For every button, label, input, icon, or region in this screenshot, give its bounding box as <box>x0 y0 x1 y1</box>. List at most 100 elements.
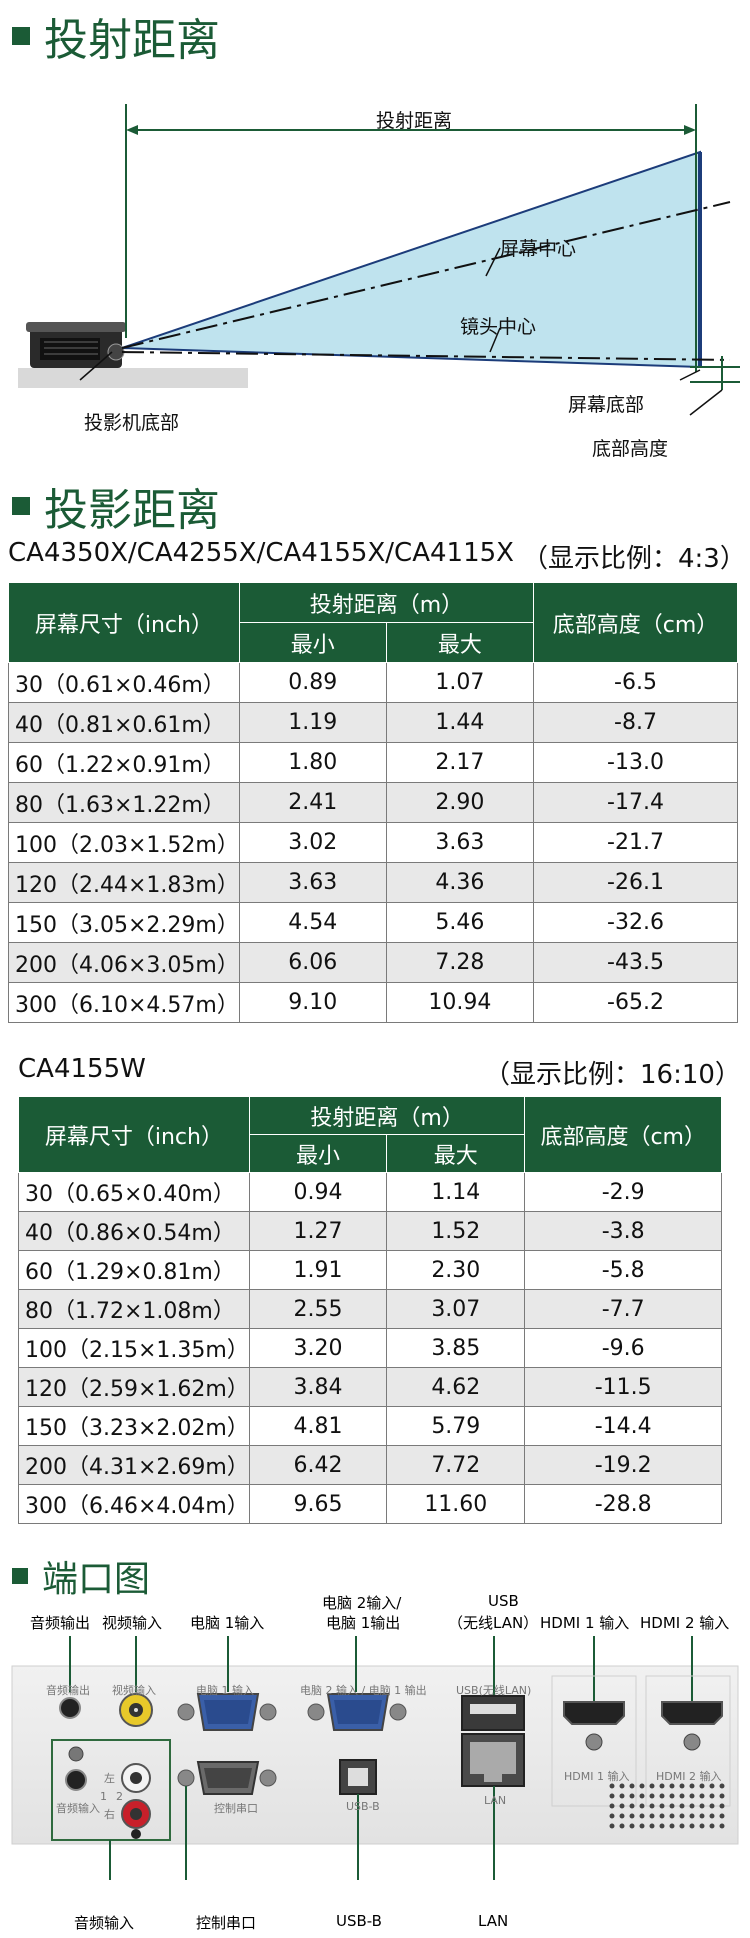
cell-max: 4.36 <box>385 862 534 903</box>
cell-bottom: -21.7 <box>532 822 739 863</box>
cell-bottom: -32.6 <box>532 902 739 943</box>
header-min: 最小 <box>238 622 387 663</box>
label-audio-in: 音频输入 <box>74 1914 135 1932</box>
cell-min: 3.02 <box>238 822 387 863</box>
pc1-vga-port-icon <box>177 1693 277 1731</box>
bottom-height-label: 底部高度 <box>592 439 669 460</box>
usb-a-port-icon <box>461 1695 525 1731</box>
panel-pc2: 电脑 2 输入 / 电脑 1 输出 <box>300 1684 427 1697</box>
cell-bottom: -19.2 <box>524 1445 722 1485</box>
panel-control: 控制串口 <box>214 1802 258 1815</box>
cell-bottom: -14.4 <box>524 1406 722 1446</box>
cell-size: 80（1.72×1.08m） <box>18 1289 250 1329</box>
cell-min: 9.65 <box>248 1484 388 1524</box>
table-row: 300（6.46×4.04m） 9.65 11.60 -28.8 <box>18 1484 722 1524</box>
table-row: 120（2.44×1.83m） 3.63 4.36 -26.1 <box>8 862 739 903</box>
panel-hdmi2: HDMI 2 输入 <box>656 1770 722 1783</box>
header-throw-distance: 投射距离（m） <box>238 582 534 623</box>
cell-size: 80（1.63×1.22m） <box>8 782 240 823</box>
cell-min: 3.84 <box>248 1367 388 1407</box>
section-title-text: 端口图 <box>42 1559 151 1600</box>
label-audio-out: 音频输出 <box>30 1614 91 1632</box>
label-pc2-line2: 电脑 1输出 <box>326 1614 401 1632</box>
panel-audio-out: 音频输出 <box>46 1684 90 1697</box>
table-row: 30（0.65×0.40m） 0.94 1.14 -2.9 <box>18 1172 722 1212</box>
cell-max: 5.79 <box>386 1406 526 1446</box>
table1-ratio: （显示比例：4:3） <box>522 544 746 574</box>
cell-min: 3.20 <box>248 1328 388 1368</box>
header-screen-size: 屏幕尺寸（inch） <box>18 1096 250 1173</box>
audio-in-1-jack-icon <box>65 1769 87 1791</box>
cell-size: 150（3.23×2.02m） <box>18 1406 250 1446</box>
cell-max: 11.60 <box>386 1484 526 1524</box>
cell-bottom: -26.1 <box>532 862 739 903</box>
section-title-text: 投影距离 <box>44 485 220 536</box>
cell-bottom: -65.2 <box>532 982 739 1023</box>
cell-max: 3.85 <box>386 1328 526 1368</box>
cell-min: 1.19 <box>238 702 387 743</box>
label-usb-b: USB-B <box>336 1912 382 1930</box>
panel-audio-in: 音频输入 <box>56 1802 100 1815</box>
projector-bottom-label: 投影机底部 <box>84 413 180 434</box>
cell-size: 300（6.46×4.04m） <box>18 1484 250 1524</box>
table-row: 30（0.61×0.46m） 0.89 1.07 -6.5 <box>8 662 739 703</box>
section-bullet <box>12 27 30 45</box>
cell-max: 2.90 <box>385 782 534 823</box>
table-row: 80（1.72×1.08m） 2.55 3.07 -7.7 <box>18 1289 722 1329</box>
panel-hdmi1: HDMI 1 输入 <box>564 1770 630 1783</box>
throw-distance-label: 投射距离 <box>376 111 453 132</box>
cell-max: 1.44 <box>385 702 534 743</box>
table-row: 60（1.22×0.91m） 1.80 2.17 -13.0 <box>8 742 739 783</box>
header-bottom-height: 底部高度（cm） <box>532 582 739 663</box>
panel-usb: USB(无线LAN) <box>456 1684 532 1697</box>
hdmi1-port-icon <box>551 1675 637 1807</box>
cell-max: 7.72 <box>386 1445 526 1485</box>
section-title-throw: 投射距离 <box>12 4 220 68</box>
cell-min: 2.41 <box>238 782 387 823</box>
table-row: 40（0.81×0.61m） 1.19 1.44 -8.7 <box>8 702 739 743</box>
panel-right: 右 <box>104 1808 115 1821</box>
cell-bottom: -9.6 <box>524 1328 722 1368</box>
label-hdmi2: HDMI 2 输入 <box>640 1614 730 1632</box>
cell-max: 1.52 <box>386 1211 526 1251</box>
panel-usb-b: USB-B <box>346 1800 380 1813</box>
cell-bottom: -7.7 <box>524 1289 722 1329</box>
table-row: 40（0.86×0.54m） 1.27 1.52 -3.8 <box>18 1211 722 1251</box>
section-bullet <box>12 497 30 515</box>
cell-size: 100（2.03×1.52m） <box>8 822 240 863</box>
cell-max: 3.07 <box>386 1289 526 1329</box>
cell-max: 2.30 <box>386 1250 526 1290</box>
header-max: 最大 <box>385 622 534 663</box>
cell-max: 5.46 <box>385 902 534 943</box>
hdmi2-port-icon <box>645 1675 731 1807</box>
label-hdmi1: HDMI 1 输入 <box>540 1614 630 1632</box>
cell-min: 1.80 <box>238 742 387 783</box>
label-lan: LAN <box>478 1912 509 1930</box>
header-screen-size: 屏幕尺寸（inch） <box>8 582 240 663</box>
table2-model: CA4155W <box>18 1054 146 1084</box>
cell-bottom: -5.8 <box>524 1250 722 1290</box>
cell-min: 0.94 <box>248 1172 388 1212</box>
cell-size: 120（2.59×1.62m） <box>18 1367 250 1407</box>
table-row: 100（2.15×1.35m） 3.20 3.85 -9.6 <box>18 1328 722 1368</box>
table2-ratio: （显示比例：16:10） <box>484 1060 741 1090</box>
cell-size: 30（0.65×0.40m） <box>18 1172 250 1212</box>
usb-b-port-icon <box>339 1759 377 1795</box>
label-control: 控制串口 <box>196 1914 257 1932</box>
cell-min: 3.63 <box>238 862 387 903</box>
cell-size: 120（2.44×1.83m） <box>8 862 240 903</box>
cell-bottom: -11.5 <box>524 1367 722 1407</box>
cell-size: 200（4.06×3.05m） <box>8 942 240 983</box>
section-title-text: 投射距离 <box>44 15 220 66</box>
panel-left: 左 <box>104 1772 115 1785</box>
cell-bottom: -3.8 <box>524 1211 722 1251</box>
light-cone <box>121 150 701 369</box>
speaker-grille-icon <box>609 1783 725 1829</box>
cell-bottom: -43.5 <box>532 942 739 983</box>
cell-max: 1.07 <box>385 662 534 703</box>
cell-min: 2.55 <box>248 1289 388 1329</box>
label-pc2-line1: 电脑 2输入/ <box>322 1594 402 1612</box>
panel-pc1: 电脑 1 输入 <box>196 1684 254 1697</box>
label-video-in: 视频输入 <box>102 1614 163 1632</box>
table-row: 150（3.23×2.02m） 4.81 5.79 -14.4 <box>18 1406 722 1446</box>
